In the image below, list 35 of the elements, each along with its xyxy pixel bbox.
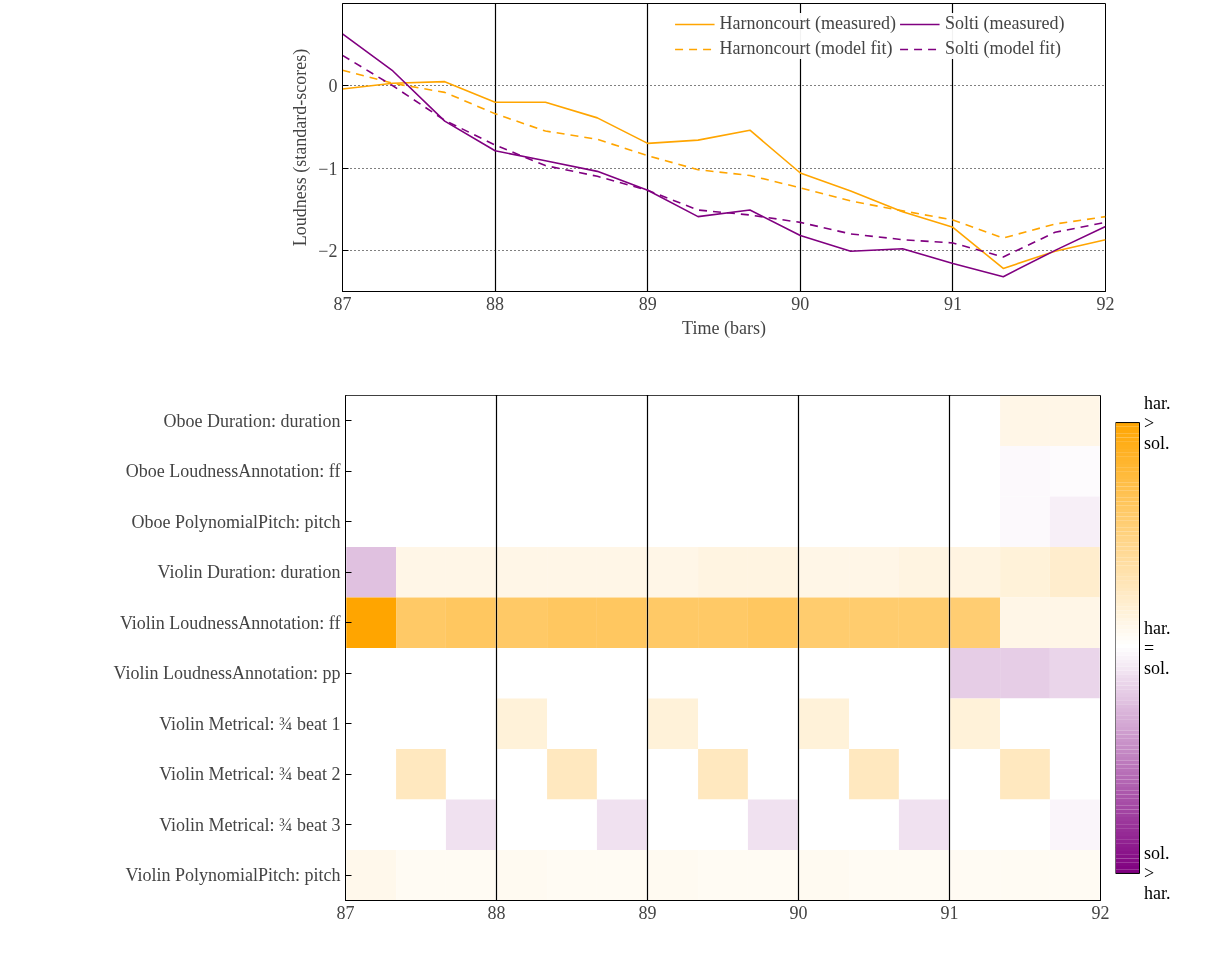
- y-tick-label: Violin PolynomialPitch: pitch: [125, 865, 341, 886]
- x-tick-label: 88: [486, 293, 505, 314]
- x-tick-label: 87: [336, 902, 355, 923]
- legend-label: Solti (measured): [945, 13, 1066, 34]
- x-tick-label: 87: [333, 293, 352, 314]
- y-tick-label: −1: [318, 158, 338, 179]
- x-tick-label: 92: [1091, 902, 1110, 923]
- legend-label: Solti (model fit): [945, 38, 1062, 59]
- color-bar-label: sol. > har.: [1144, 843, 1171, 904]
- y-tick-label: Oboe Duration: duration: [163, 410, 341, 431]
- legend-label: Harnoncourt (measured): [719, 13, 896, 34]
- x-tick-label: 91: [943, 293, 962, 314]
- y-tick-label: Violin LoudnessAnnotation: ff: [119, 612, 341, 633]
- y-axis-title: Loudness (standard-scores): [290, 48, 312, 247]
- x-tick-label: 89: [638, 293, 657, 314]
- x-tick-label: 91: [940, 902, 959, 923]
- legend-label: Harnoncourt (model fit): [719, 38, 893, 59]
- y-tick-label: Oboe LoudnessAnnotation: ff: [125, 461, 341, 482]
- color-bar-label: har. = sol.: [1144, 618, 1171, 678]
- y-tick-label: Violin Metrical: ¾ beat 1: [159, 713, 341, 734]
- y-tick-label: Violin Metrical: ¾ beat 3: [159, 814, 341, 835]
- y-tick-label: Violin LoudnessAnnotation: pp: [113, 663, 341, 684]
- x-tick-label: 90: [789, 902, 808, 923]
- y-tick-label: 0: [328, 76, 338, 97]
- x-tick-label: 88: [487, 902, 506, 923]
- line-series: [342, 33, 1106, 278]
- y-tick-label: Violin Metrical: ¾ beat 2: [159, 764, 341, 785]
- color-bar-label: har. > sol.: [1144, 392, 1171, 453]
- x-tick-label: 89: [638, 902, 657, 923]
- y-tick-label: Violin Duration: duration: [157, 562, 341, 583]
- y-tick-label: Oboe PolynomialPitch: pitch: [131, 511, 341, 532]
- y-tick-label: −2: [318, 240, 338, 261]
- x-tick-label: 92: [1096, 293, 1115, 314]
- x-axis-title: Time (bars): [682, 317, 766, 339]
- x-tick-label: 90: [791, 293, 810, 314]
